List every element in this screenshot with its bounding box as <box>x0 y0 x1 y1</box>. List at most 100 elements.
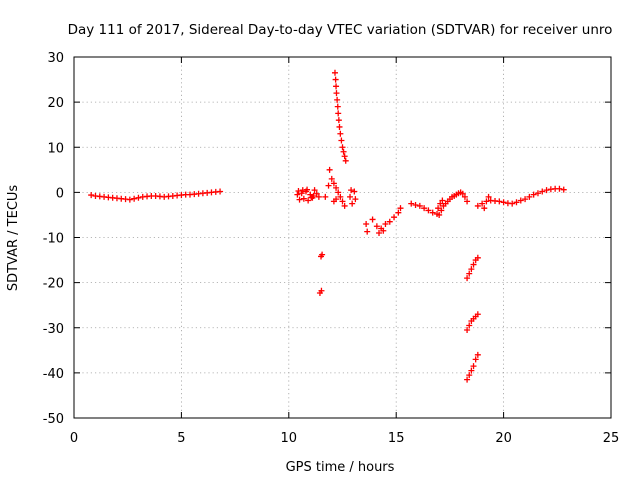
data-point <box>408 200 415 207</box>
data-point <box>435 205 442 212</box>
data-point <box>474 351 481 358</box>
data-point <box>319 251 326 258</box>
data-point <box>315 193 322 200</box>
data-point <box>340 148 347 155</box>
data-point <box>474 311 481 318</box>
data-point <box>479 200 486 207</box>
data-point <box>333 184 340 191</box>
data-point <box>391 214 398 221</box>
data-point <box>326 166 333 173</box>
data-point <box>339 198 346 205</box>
data-point <box>347 193 354 200</box>
data-point <box>369 216 376 223</box>
data-point <box>338 137 345 144</box>
data-point <box>131 195 138 202</box>
data-point <box>364 228 371 235</box>
data-point <box>349 200 356 207</box>
data-point <box>318 287 325 294</box>
data-point <box>509 200 516 207</box>
data-point <box>397 205 404 212</box>
data-point <box>337 193 344 200</box>
data-points <box>88 69 567 383</box>
data-point <box>526 193 533 200</box>
y-tick-label: -10 <box>43 232 64 247</box>
y-tick-label: 10 <box>47 141 64 156</box>
data-point <box>310 192 317 199</box>
data-point <box>376 229 383 236</box>
x-tick-label: 0 <box>70 431 78 446</box>
grid-lines <box>74 57 611 418</box>
data-point <box>333 83 340 90</box>
data-point <box>513 199 520 206</box>
data-point <box>88 192 95 199</box>
x-tick-label: 20 <box>495 431 512 446</box>
data-point <box>481 205 488 212</box>
data-point <box>437 200 444 207</box>
x-tick-label: 25 <box>603 431 620 446</box>
data-point <box>331 69 338 76</box>
data-point <box>339 144 346 151</box>
data-point <box>436 211 443 218</box>
data-point <box>311 187 318 194</box>
data-point <box>325 182 332 189</box>
data-point <box>468 367 475 374</box>
data-point <box>217 188 224 195</box>
data-point <box>341 202 348 209</box>
data-point <box>483 198 490 205</box>
data-point <box>461 193 468 200</box>
data-point <box>464 376 471 383</box>
data-point <box>472 356 479 363</box>
data-point <box>560 186 567 193</box>
data-point <box>517 197 524 204</box>
data-point <box>429 209 436 216</box>
data-point <box>313 190 320 197</box>
data-point <box>500 199 507 206</box>
data-point <box>412 202 419 209</box>
data-point <box>342 157 349 164</box>
data-point <box>539 188 546 195</box>
x-axis-label: GPS time / hours <box>286 460 395 475</box>
x-tick-label: 15 <box>388 431 405 446</box>
y-tick-label: -40 <box>43 367 64 382</box>
chart-title: Day 111 of 2017, Sidereal Day-to-day VTE… <box>68 22 613 38</box>
data-point <box>363 220 370 227</box>
data-point <box>468 266 475 273</box>
data-point <box>459 190 466 197</box>
y-tick-label: -50 <box>43 412 64 427</box>
data-point <box>295 188 302 195</box>
data-point <box>439 197 446 204</box>
y-tick-label: -20 <box>43 277 64 292</box>
data-point <box>464 198 471 205</box>
data-point <box>352 196 359 203</box>
data-point <box>328 175 335 182</box>
x-tick-label: 10 <box>281 431 298 446</box>
data-point <box>333 90 340 97</box>
data-point <box>307 191 314 198</box>
data-point <box>334 103 341 110</box>
data-point <box>543 187 550 194</box>
data-point <box>135 194 142 201</box>
y-tick-label: -30 <box>43 322 64 337</box>
data-point <box>373 223 380 230</box>
data-point <box>333 196 340 203</box>
y-axis-label: SDTVAR / TECUs <box>6 185 21 292</box>
data-point <box>336 123 343 130</box>
data-point <box>335 110 342 117</box>
data-point <box>332 76 339 83</box>
data-point <box>438 207 445 214</box>
x-tick-label: 5 <box>177 431 185 446</box>
data-point <box>341 153 348 160</box>
data-point <box>305 197 312 204</box>
data-point <box>466 372 473 379</box>
data-point <box>425 207 432 214</box>
data-point <box>335 117 342 124</box>
data-point <box>474 254 481 261</box>
data-point <box>466 270 473 277</box>
data-point <box>522 196 529 203</box>
data-point <box>421 205 428 212</box>
data-point <box>322 193 329 200</box>
data-point <box>395 209 402 216</box>
data-point <box>474 202 481 209</box>
data-point <box>464 327 471 334</box>
